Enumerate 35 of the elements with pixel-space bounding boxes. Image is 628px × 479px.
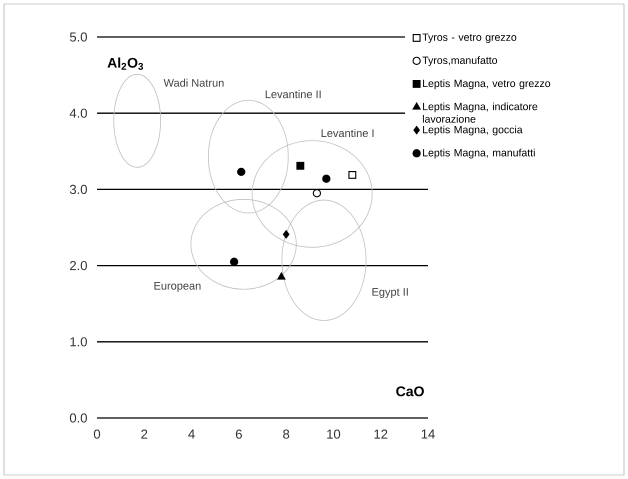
y-tick-label: 0.0 <box>70 413 87 423</box>
point <box>322 174 330 183</box>
text: Al$_{2}$O$_{3}$ <box>108 57 144 70</box>
legend-label: Leptis Magna, manufatti <box>423 148 535 159</box>
annotation: Wadi Natrun <box>164 78 224 87</box>
annotation: Levantine II <box>266 90 321 98</box>
point <box>230 258 238 266</box>
legend-label: Tyros - vetro grezzo <box>422 34 516 43</box>
x-tick-label: 14 <box>422 430 435 438</box>
y-tick-label: 3.0 <box>70 184 87 194</box>
annotation: European <box>154 282 201 292</box>
y-tick-label: 5.0 <box>70 32 87 42</box>
x-tick-label: 12 <box>374 430 388 439</box>
y-tick-label: 4.0 <box>70 108 87 118</box>
x-tick-label: 6 <box>236 430 242 439</box>
x-tick-label: 2 <box>141 430 148 439</box>
x-tick-label: 8 <box>283 430 290 439</box>
point <box>277 272 286 280</box>
x-tick-label: 4 <box>188 430 195 438</box>
annotation: Levantine I <box>322 128 374 138</box>
x-axis-title: CaO <box>396 386 424 396</box>
legend-label: Leptis Magna, indicatore lavorazione <box>422 102 538 123</box>
legend-label: Leptis Magna, goccia <box>423 126 523 136</box>
point <box>282 230 290 239</box>
x-tick-label: 0 <box>94 430 100 439</box>
annotation: Egypt II <box>372 288 408 298</box>
point <box>296 162 304 170</box>
point <box>312 189 322 198</box>
legend-label: Tyros,manufatto <box>422 56 498 66</box>
point <box>237 168 246 176</box>
point <box>348 170 356 179</box>
legend-label: Leptis Magna, vetro grezzo <box>423 79 550 90</box>
y-tick-label: 1.0 <box>70 337 87 346</box>
y-tick-label: 2.0 <box>70 260 87 270</box>
x-tick-label: 10 <box>327 430 340 439</box>
